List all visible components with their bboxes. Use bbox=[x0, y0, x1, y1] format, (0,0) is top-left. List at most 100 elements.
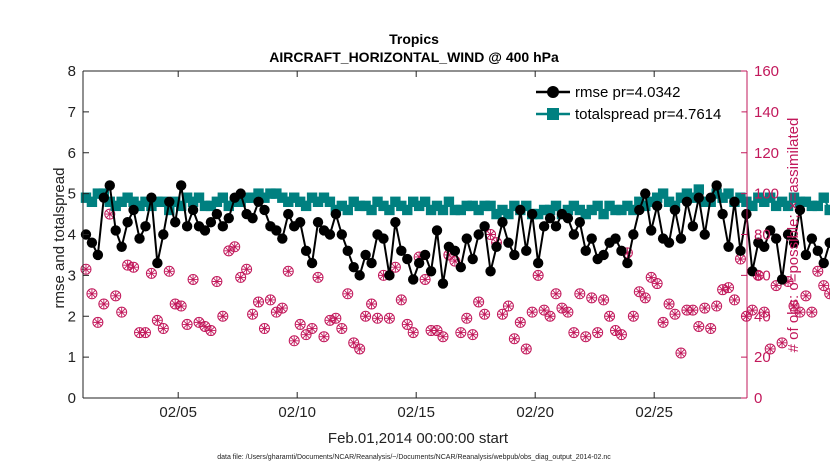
obs-assimilated-marker bbox=[242, 264, 252, 274]
obs-count-point bbox=[395, 294, 407, 306]
obs-possible-marker bbox=[770, 280, 782, 292]
totalspread-point bbox=[562, 204, 574, 216]
obs-possible-marker bbox=[205, 325, 217, 337]
rmse-point bbox=[413, 257, 425, 269]
rmse-point bbox=[705, 192, 716, 203]
obs-possible-marker bbox=[110, 290, 122, 302]
obs-count-point bbox=[348, 337, 360, 349]
obs-assimilated-marker bbox=[634, 287, 644, 297]
totalspread-point bbox=[800, 196, 812, 207]
obs-count-point bbox=[157, 323, 169, 335]
obs-possible-marker bbox=[818, 280, 830, 292]
obs-possible-marker bbox=[604, 310, 616, 322]
obs-assimilated-marker bbox=[539, 305, 549, 315]
obs-possible-marker bbox=[598, 294, 610, 306]
obs-assimilated-marker bbox=[747, 305, 757, 315]
obs-count-point bbox=[455, 327, 467, 339]
obs-possible-marker bbox=[538, 304, 550, 316]
obs-possible-marker bbox=[395, 294, 407, 306]
rmse-point bbox=[277, 233, 288, 244]
totalspread-point bbox=[741, 196, 752, 207]
totalspread-point bbox=[812, 200, 824, 212]
totalspread-point bbox=[241, 192, 252, 203]
obs-assimilated-marker bbox=[265, 295, 275, 305]
obs-count-point bbox=[717, 284, 729, 296]
rmse-point bbox=[717, 208, 728, 220]
obs-assimilated-marker bbox=[825, 289, 830, 299]
rmse-point bbox=[550, 221, 562, 232]
obs-count-point bbox=[276, 302, 288, 314]
obs-assimilated-marker bbox=[283, 266, 293, 276]
obs-assimilated-marker bbox=[390, 262, 400, 272]
totalspread-point bbox=[610, 204, 621, 216]
totalspread-point bbox=[699, 196, 710, 207]
totalspread-point bbox=[366, 204, 377, 216]
y-axis-label: rmse and totalspread bbox=[51, 168, 68, 309]
obs-assimilated-marker bbox=[497, 309, 507, 319]
obs-possible-marker bbox=[431, 325, 443, 337]
obs-possible-marker bbox=[717, 284, 729, 296]
y-tick-label: 6 bbox=[68, 145, 76, 162]
obs-count-point bbox=[217, 310, 229, 322]
obs-assimilated-marker bbox=[194, 317, 204, 327]
obs-possible-marker bbox=[229, 241, 241, 253]
obs-assimilated-marker bbox=[611, 326, 621, 336]
obs-assimilated-marker bbox=[129, 262, 139, 272]
obs-count-point bbox=[770, 280, 782, 292]
obs-possible-marker bbox=[711, 300, 723, 312]
obs-count-point bbox=[651, 278, 663, 290]
obs-assimilated-marker bbox=[337, 324, 347, 334]
obs-count-point bbox=[586, 292, 598, 304]
obs-possible-marker bbox=[330, 312, 342, 324]
obs-assimilated-marker bbox=[111, 291, 121, 301]
totalspread-point bbox=[628, 204, 639, 216]
obs-possible-marker bbox=[800, 290, 812, 302]
totalspread-point bbox=[431, 200, 443, 212]
obs-possible-marker bbox=[758, 306, 770, 318]
rmse-point bbox=[158, 229, 169, 240]
rmse-point bbox=[354, 270, 365, 281]
rmse-point bbox=[98, 192, 110, 203]
totalspread-point bbox=[300, 200, 312, 212]
obs-possible-marker bbox=[342, 288, 354, 300]
obs-count-point bbox=[342, 288, 354, 300]
y-tick-label: 1 bbox=[68, 349, 76, 366]
obs-assimilated-marker bbox=[718, 285, 728, 295]
obs-assimilated-marker bbox=[277, 303, 287, 313]
totalspread-point bbox=[497, 204, 508, 216]
obs-possible-marker bbox=[193, 316, 205, 328]
rmse-point bbox=[122, 217, 133, 228]
obs-assimilated-marker bbox=[236, 272, 246, 282]
rmse-point bbox=[247, 212, 258, 224]
obs-count-point bbox=[514, 316, 526, 328]
rmse-point bbox=[776, 274, 788, 285]
rmse-point bbox=[283, 208, 294, 220]
obs-count-point bbox=[574, 288, 586, 300]
obs-assimilated-marker bbox=[753, 270, 763, 280]
obs-possible-marker bbox=[294, 318, 306, 330]
obs-assimilated-marker bbox=[724, 283, 734, 293]
obs-possible-marker bbox=[729, 294, 741, 306]
rmse-point bbox=[640, 188, 651, 199]
obs-assimilated-marker bbox=[319, 332, 329, 342]
totalspread-point bbox=[152, 196, 163, 207]
obs-assimilated-marker bbox=[367, 299, 377, 309]
obs-possible-marker bbox=[80, 263, 92, 275]
obs-count-point bbox=[300, 329, 312, 341]
obs-assimilated-marker bbox=[735, 254, 745, 264]
obs-count-point bbox=[604, 310, 616, 322]
rmse-point bbox=[693, 192, 705, 203]
obs-count-point bbox=[592, 327, 604, 339]
rmse-point bbox=[794, 204, 806, 216]
obs-assimilated-marker bbox=[670, 309, 680, 319]
rmse-point bbox=[211, 208, 223, 220]
legend-spread-marker bbox=[547, 108, 559, 120]
rmse-point bbox=[360, 249, 371, 261]
totalspread-point bbox=[580, 208, 591, 220]
legend-spread-label: totalspread pr=4.7614 bbox=[575, 106, 721, 123]
obs-assimilated-marker bbox=[694, 321, 704, 331]
obs-assimilated-marker bbox=[480, 309, 490, 319]
totalspread-point bbox=[378, 200, 389, 212]
obs-count-point bbox=[449, 255, 461, 267]
